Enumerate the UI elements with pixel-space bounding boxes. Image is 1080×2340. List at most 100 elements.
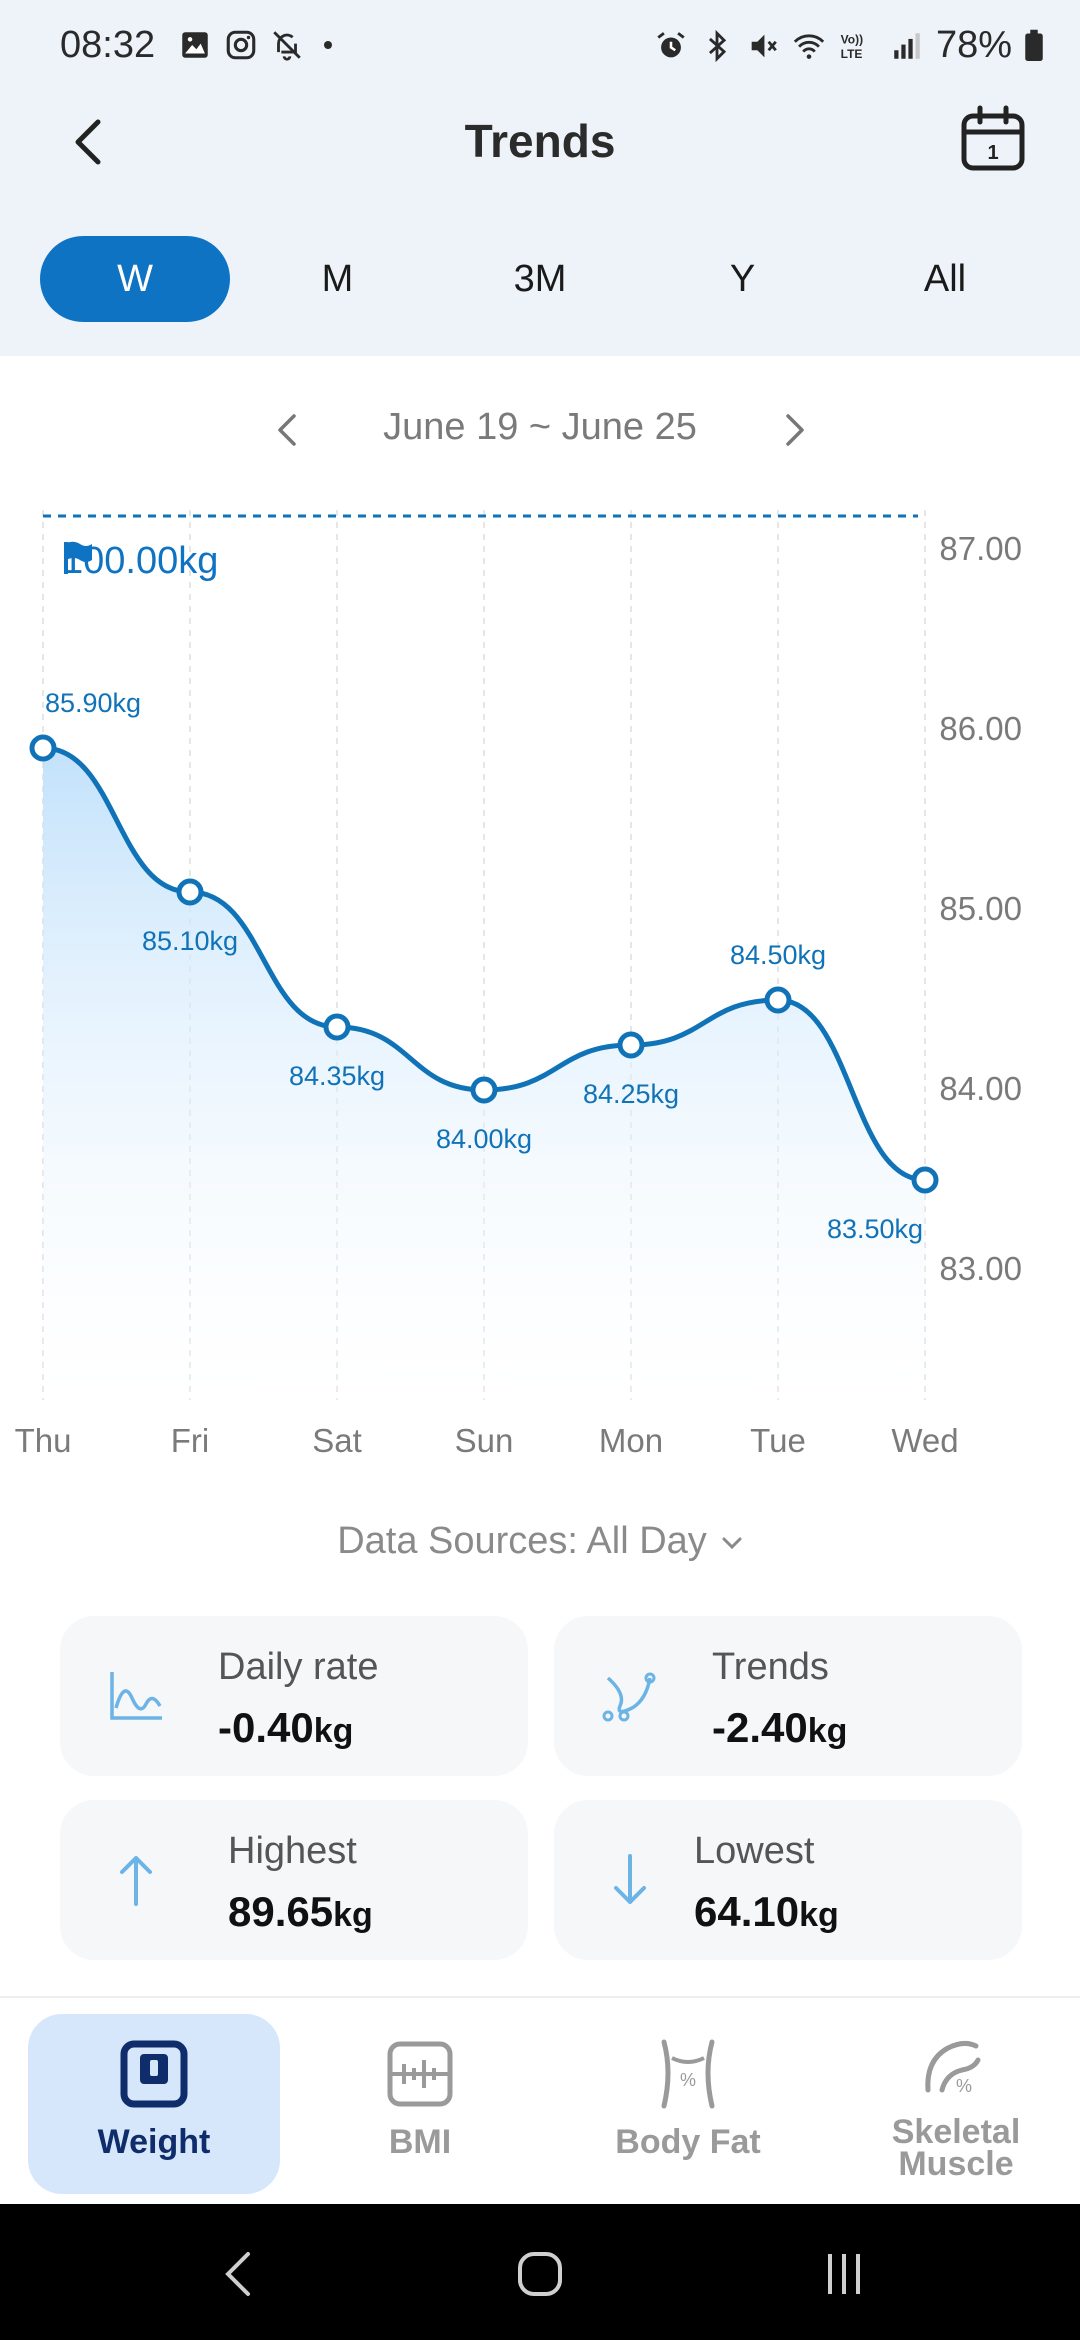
series-area	[43, 748, 925, 1400]
status-bar: 08:32 Vo)) LTE 78%	[0, 0, 1080, 100]
bmi-icon	[387, 2041, 453, 2107]
stat-card-highest: Highest 89.65kg	[60, 1800, 528, 1960]
system-back-icon[interactable]	[210, 2244, 270, 2304]
dot-icon	[324, 41, 332, 49]
previous-week-button[interactable]	[268, 408, 308, 452]
nav-label: Body Fat	[615, 2123, 761, 2161]
stat-value: 89.65kg	[228, 1888, 373, 1936]
svg-text:%: %	[680, 2070, 696, 2090]
data-label: 84.25kg	[583, 1079, 679, 1109]
alarm-icon	[657, 31, 685, 57]
body-fat-icon: %	[661, 2039, 715, 2109]
system-navigation-bar	[0, 2204, 1080, 2340]
tab-week[interactable]: W	[40, 236, 230, 322]
battery-icon	[1025, 29, 1043, 61]
trend-curve-icon	[602, 1672, 656, 1722]
tab-all[interactable]: All	[923, 257, 967, 300]
status-left-icons	[178, 28, 340, 62]
y-tick-label: 84.00	[939, 1070, 1022, 1107]
data-label: 83.50kg	[827, 1214, 923, 1244]
date-range: June 19 ~ June 25	[383, 406, 697, 448]
signal-icon	[894, 32, 920, 59]
stat-unit: kg	[807, 1712, 848, 1750]
nav-label: BMI	[388, 2123, 452, 2161]
status-right: Vo)) LTE 78%	[654, 24, 1044, 67]
stat-unit: kg	[799, 1896, 839, 1934]
data-label: 85.10kg	[142, 926, 238, 956]
tab-3-months[interactable]: 3M	[513, 257, 567, 300]
stat-card-lowest: Lowest 64.10kg	[554, 1800, 1022, 1960]
stat-number: -0.40	[218, 1704, 314, 1751]
data-label: 84.50kg	[730, 940, 826, 970]
stat-label: Trends	[712, 1646, 829, 1688]
goal-label: 100.00kg	[62, 540, 218, 583]
data-label: 84.35kg	[289, 1061, 385, 1091]
stat-card-daily-rate: Daily rate -0.40kg	[60, 1616, 528, 1776]
flag-icon	[64, 541, 92, 574]
system-home-icon[interactable]	[510, 2244, 570, 2304]
weight-chart[interactable]: 85.90kg 85.10kg 84.35kg 84.00kg 84.25kg 84.50…	[0, 480, 1080, 1470]
status-time: 08:32	[60, 24, 156, 66]
line-chart-icon	[110, 1672, 162, 1720]
gallery-icon	[182, 32, 208, 58]
stat-number: 64.10	[694, 1888, 800, 1935]
stat-number: 89.65	[228, 1888, 334, 1935]
scale-icon	[120, 2040, 188, 2108]
svg-text:1: 1	[987, 142, 998, 164]
chevron-down-icon	[722, 1537, 742, 1550]
battery-percent: 78%	[935, 24, 1012, 66]
stat-value: 64.10kg	[694, 1888, 839, 1936]
data-point-thu	[29, 734, 57, 762]
stat-value: -2.40kg	[712, 1704, 847, 1752]
tab-year[interactable]: Y	[729, 257, 756, 300]
data-point-wed	[911, 1166, 939, 1194]
chart-svg: 85.90kg 85.10kg 84.35kg 84.00kg 84.25kg 84.50…	[15, 510, 1022, 1459]
svg-text:%: %	[956, 2076, 972, 2096]
stat-card-trends: Trends -2.40kg	[554, 1616, 1022, 1776]
period-tabs: W M 3M Y All	[40, 236, 1040, 322]
stat-unit: kg	[333, 1896, 373, 1934]
tab-month[interactable]: M	[321, 257, 354, 300]
y-tick-label: 85.00	[939, 890, 1022, 927]
data-point-fri	[176, 878, 204, 906]
volte-icon: Vo))LTE	[841, 32, 863, 61]
wifi-icon	[793, 33, 825, 59]
calendar-icon[interactable]: 1	[958, 104, 1028, 174]
data-sources-dropdown[interactable]: Data Sources: All Day	[0, 1520, 1080, 1563]
arrow-up-icon	[120, 1856, 152, 1906]
svg-text:Vo)): Vo))	[841, 32, 863, 46]
nav-label: Weight	[97, 2123, 211, 2161]
y-tick-label: 83.00	[939, 1250, 1022, 1287]
svg-text:LTE: LTE	[841, 47, 863, 61]
x-tick-label: Thu	[15, 1422, 72, 1459]
stat-label: Daily rate	[218, 1646, 379, 1688]
data-label: 84.00kg	[436, 1124, 532, 1154]
next-week-button[interactable]	[774, 408, 814, 452]
notifications-off-icon	[273, 31, 301, 61]
stat-unit: kg	[313, 1712, 354, 1750]
x-tick-label: Tue	[750, 1422, 806, 1459]
data-point-sat	[323, 1013, 351, 1041]
data-sources-label: Data Sources: All Day	[337, 1520, 707, 1562]
system-recents-icon[interactable]	[814, 2244, 874, 2304]
header: Trends 1	[0, 100, 1080, 220]
muscle-icon: %	[925, 2040, 981, 2096]
nav-weight[interactable]: Weight	[28, 2014, 280, 2194]
stat-value: -0.40kg	[218, 1704, 353, 1752]
back-button[interactable]	[60, 112, 120, 172]
x-tick-label: Sat	[312, 1422, 362, 1459]
nav-bmi[interactable]: BMI	[294, 2014, 546, 2194]
stat-number: -2.40	[712, 1704, 808, 1751]
data-point-mon	[617, 1031, 645, 1059]
x-tick-label: Sun	[455, 1422, 514, 1459]
x-tick-label: Mon	[599, 1422, 663, 1459]
y-tick-label: 86.00	[939, 710, 1022, 747]
bottom-navigation: Weight BMI % Body Fat % Skeletal Muscle	[0, 1996, 1080, 2204]
instagram-icon	[226, 30, 256, 60]
stat-label: Highest	[228, 1830, 357, 1872]
date-navigation: June 19 ~ June 25	[0, 400, 1080, 460]
x-tick-label: Fri	[171, 1422, 209, 1459]
x-tick-label: Wed	[891, 1422, 958, 1459]
nav-body-fat[interactable]: % Body Fat	[562, 2014, 814, 2194]
nav-skeletal-muscle[interactable]: % Skeletal Muscle	[830, 2014, 1080, 2194]
